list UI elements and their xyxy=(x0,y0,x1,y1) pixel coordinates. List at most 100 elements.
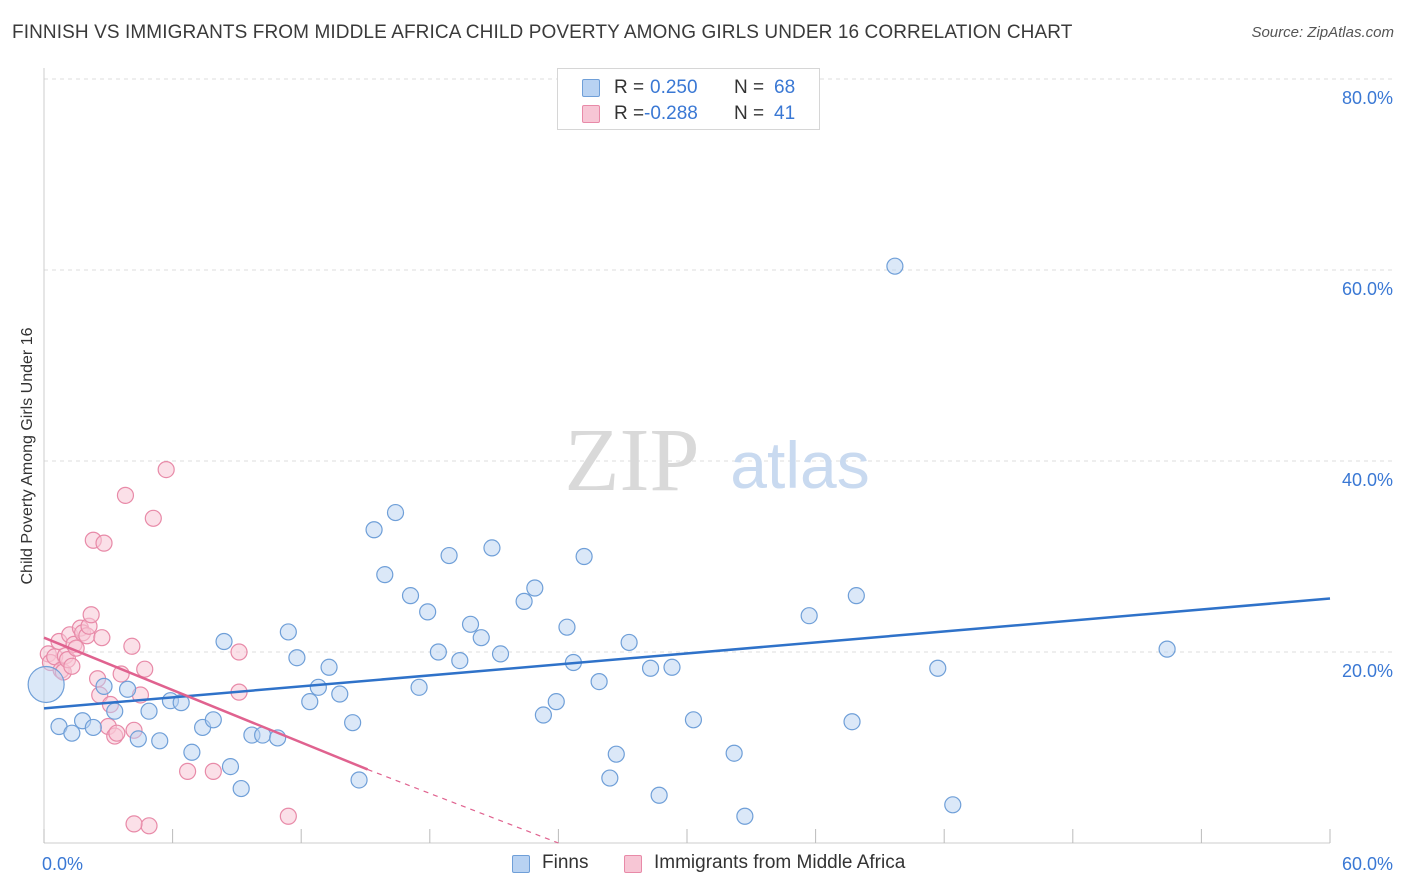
data-point-finns xyxy=(847,587,865,605)
data-point-finns xyxy=(575,547,593,566)
data-point-finns xyxy=(461,615,480,633)
data-point-africa xyxy=(108,724,126,742)
legend-swatch-africa xyxy=(582,105,600,123)
data-point-africa xyxy=(157,460,175,479)
data-point-finns xyxy=(607,745,625,763)
data-point-finns xyxy=(736,807,754,825)
data-point-finns xyxy=(140,702,158,720)
legend-n-label: N = xyxy=(734,77,765,98)
data-point-finns xyxy=(129,730,147,748)
trend-line-africa-extension xyxy=(367,768,559,844)
trend-line-africa xyxy=(43,636,369,771)
data-point-finns xyxy=(331,685,349,703)
data-point-finns xyxy=(451,651,469,670)
chart-title: FINNISH VS IMMIGRANTS FROM MIDDLE AFRICA… xyxy=(12,22,1073,43)
data-point-finns xyxy=(386,503,405,522)
tick-labels: 20.0% 40.0% 60.0% 80.0% 0.0% 60.0% xyxy=(42,88,1393,874)
data-point-finns xyxy=(558,618,576,636)
data-point-finns xyxy=(344,714,362,732)
series-legend: Finns Immigrants from Middle Africa xyxy=(0,852,1406,878)
legend-n-label: N = xyxy=(734,103,765,124)
trend-line-finns xyxy=(43,597,1331,710)
data-point-finns xyxy=(118,680,137,698)
data-point-finns xyxy=(106,702,124,720)
x-tick-label: 60.0% xyxy=(1342,854,1393,874)
legend-r-label: R = xyxy=(614,77,645,98)
data-point-finns xyxy=(944,796,962,814)
data-point-finns xyxy=(843,713,861,731)
data-point-finns xyxy=(232,779,250,798)
data-point-finns xyxy=(620,633,638,652)
data-point-africa xyxy=(204,762,222,780)
watermark: ZIP atlas xyxy=(565,411,870,510)
legend-n-value: 68 xyxy=(774,77,796,98)
data-point-finns xyxy=(350,771,368,789)
data-point-finns xyxy=(526,579,544,597)
data-point-finns xyxy=(320,658,338,676)
data-point-finns xyxy=(376,566,394,584)
grid-layer xyxy=(44,78,1393,653)
data-point-africa xyxy=(63,657,81,675)
legend-n-value: 41 xyxy=(774,103,796,124)
data-point-finns xyxy=(440,546,458,565)
data-point-finns xyxy=(183,743,201,761)
data-point-finns xyxy=(365,521,383,539)
data-point-finns xyxy=(534,706,552,724)
y-tick-label: 80.0% xyxy=(1342,88,1393,108)
data-point-finns xyxy=(650,786,668,804)
trend-lines xyxy=(43,597,1331,844)
legend-swatch-finns xyxy=(512,855,530,873)
data-point-finns xyxy=(401,587,420,605)
legend-r-label: R = xyxy=(614,103,645,124)
y-tick-label: 40.0% xyxy=(1342,470,1393,490)
axes-layer xyxy=(43,68,1331,844)
data-point-finns xyxy=(84,718,102,737)
data-point-africa xyxy=(230,643,248,661)
data-point-africa xyxy=(93,629,111,647)
watermark-atlas: atlas xyxy=(730,428,869,502)
series-finns-points xyxy=(27,257,1176,825)
data-point-finns xyxy=(410,678,428,696)
data-point-finns xyxy=(590,673,608,691)
data-point-finns xyxy=(204,711,222,729)
data-point-finns xyxy=(288,649,306,667)
data-point-finns xyxy=(429,643,447,661)
data-point-finns xyxy=(641,659,660,677)
data-point-finns xyxy=(663,658,681,676)
legend-label-finns: Finns xyxy=(542,852,589,873)
data-point-africa xyxy=(125,815,143,833)
data-point-finns xyxy=(725,744,743,762)
legend-r-value: -0.288 xyxy=(644,103,698,124)
data-point-finns xyxy=(63,724,81,742)
data-point-africa xyxy=(116,486,135,504)
data-point-finns xyxy=(27,665,65,704)
watermark-zip: ZIP xyxy=(565,411,700,510)
data-point-finns xyxy=(419,603,437,621)
correlation-legend: R = 0.250 N = 68 R = -0.288 N = 41 xyxy=(557,68,820,130)
data-point-finns xyxy=(547,693,565,711)
data-point-finns xyxy=(309,678,327,696)
data-point-finns xyxy=(1158,640,1176,658)
data-point-finns xyxy=(886,257,904,275)
legend-label-africa: Immigrants from Middle Africa xyxy=(654,852,906,873)
data-point-finns xyxy=(221,757,240,776)
data-point-africa xyxy=(82,606,100,624)
data-point-africa xyxy=(123,637,141,655)
data-point-finns xyxy=(515,592,533,610)
data-point-finns xyxy=(279,623,297,641)
data-point-finns xyxy=(472,629,490,647)
data-point-finns xyxy=(491,645,510,663)
data-point-africa xyxy=(95,534,113,552)
data-point-finns xyxy=(301,693,319,711)
data-point-finns xyxy=(483,539,501,557)
legend-swatch-finns xyxy=(582,79,600,97)
y-tick-label: 60.0% xyxy=(1342,279,1393,299)
x-tick-label: 0.0% xyxy=(42,854,83,874)
data-point-finns xyxy=(95,677,113,695)
data-point-africa xyxy=(144,509,162,527)
data-point-africa xyxy=(279,807,297,825)
data-point-africa xyxy=(179,762,197,780)
data-point-finns xyxy=(800,607,818,625)
legend-r-value: 0.250 xyxy=(650,77,698,98)
